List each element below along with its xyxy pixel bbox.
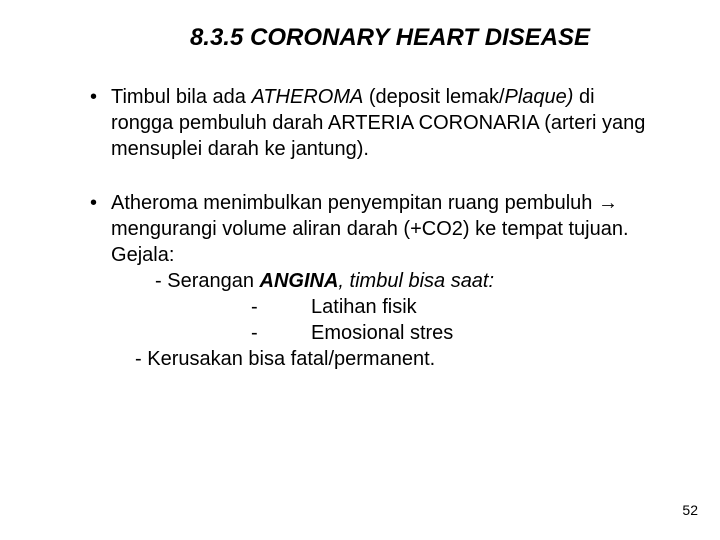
b1-mid: (deposit lemak/ — [363, 86, 504, 108]
slide-container: 8.3.5 CORONARY HEART DISEASE • Timbul bi… — [0, 0, 720, 540]
b2-angina-pre: - Serangan — [155, 270, 260, 292]
b2-angina: - Serangan ANGINA, timbul bisa saat: — [111, 268, 650, 294]
bullet-marker-icon: • — [90, 84, 97, 110]
dash-icon: - — [251, 320, 311, 346]
b2-kerusakan: - Kerusakan bisa fatal/permanent. — [111, 346, 650, 372]
b2-angina-post: , timbul bisa saat: — [338, 270, 494, 292]
b2-angina-word: ANGINA — [260, 270, 339, 292]
b1-pre: Timbul bila ada — [111, 86, 251, 108]
b2-gejala: Gejala: — [111, 242, 650, 268]
b1-plaque: Plaque) — [505, 86, 574, 108]
b2-line1: Atheroma menimbulkan penyempitan ruang p… — [111, 190, 650, 242]
b2-sub2: - Emosional stres — [111, 320, 650, 346]
bullet-marker-icon: • — [90, 190, 97, 216]
bullet-1-text: Timbul bila ada ATHEROMA (deposit lemak/… — [111, 84, 650, 162]
slide-title: 8.3.5 CORONARY HEART DISEASE — [40, 24, 680, 52]
bullet-2: • Atheroma menimbulkan penyempitan ruang… — [40, 190, 680, 372]
b2-sub1-text: Latihan fisik — [311, 294, 417, 320]
page-number: 52 — [682, 502, 698, 518]
bullet-2-text: Atheroma menimbulkan penyempitan ruang p… — [111, 190, 650, 372]
b1-atheroma: ATHEROMA — [251, 86, 363, 108]
dash-icon: - — [251, 294, 311, 320]
bullet-1: • Timbul bila ada ATHEROMA (deposit lema… — [40, 84, 680, 162]
b2-sub1: - Latihan fisik — [111, 294, 650, 320]
b2-sub2-text: Emosional stres — [311, 320, 453, 346]
